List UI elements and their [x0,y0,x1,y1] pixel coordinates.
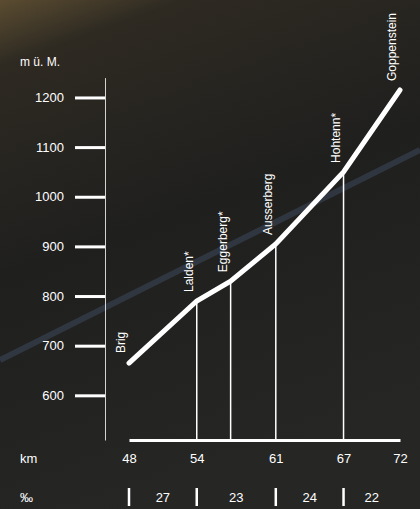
station-line [343,172,345,440]
x-axis-title: km [20,451,37,466]
gradient-separator [196,488,199,506]
x-tick-label: 54 [190,451,204,466]
station-label: Lalden* [182,251,196,292]
station-label: Brig [114,332,128,353]
plot-area [129,90,400,440]
gradient-value: 22 [365,490,379,505]
y-axis-title: m ü. M. [20,55,60,69]
x-tick: 61 [269,440,283,466]
x-tick: 72 [393,440,407,466]
x-tick: 48 [122,440,136,466]
y-tick: 700 [42,338,105,353]
y-tick: 600 [42,388,105,403]
gradient-value: 23 [229,490,243,505]
station-label: Hohtenn* [329,113,343,163]
background [0,0,420,509]
x-axis: 48 54 61 67 72 [122,440,407,466]
gradient-value: 27 [156,490,170,505]
x-tick-label: 72 [393,451,407,466]
y-tick: 800 [42,289,105,304]
x-tick: 54 [190,440,204,466]
station-line [275,244,277,440]
station-labels: Brig Lalden* Eggerberg* Ausserberg Hohtenn* G… [114,13,399,353]
x-tick: 67 [337,440,351,466]
station-line [196,301,198,440]
y-tick-label: 1100 [36,140,64,155]
gradient-title: ‰ [20,490,33,505]
y-tick-label: 1200 [35,90,64,105]
station-label: Goppenstein [385,13,399,81]
y-axis-line [105,78,106,440]
x-tick-label: 48 [122,451,136,466]
y-tick-label: 600 [42,388,64,403]
y-tick-mark [75,394,105,397]
gradient-value: 24 [302,490,316,505]
gradient-separator [128,488,131,506]
x-axis-line [130,439,401,442]
chart: 600 700 800 900 1000 1100 1200 m ü. M. 48 54 61 67 7… [0,0,420,509]
y-tick-mark [75,295,105,298]
station-line [230,281,232,440]
y-tick: 1100 [36,140,105,155]
x-tick-label: 61 [269,451,283,466]
y-tick-label: 700 [42,338,64,353]
gradient-row: 27 23 24 22 [129,488,379,506]
y-tick-mark [75,146,105,149]
station-label: Ausserberg [261,174,275,235]
gradient-separator [342,488,345,506]
y-tick-mark [75,196,105,199]
y-tick-mark [75,96,105,99]
profile-line [129,90,400,363]
gradient-separator [275,488,278,506]
y-axis: 600 700 800 900 1000 1100 1200 [35,78,105,440]
y-tick-label: 1000 [35,189,64,204]
y-tick-mark [75,245,105,248]
station-label: Eggerberg* [216,211,230,272]
y-tick-mark [75,345,105,348]
y-tick: 1000 [35,189,105,204]
y-tick-label: 800 [42,289,64,304]
y-tick: 1200 [35,90,105,105]
background-streak [0,150,420,360]
y-tick: 900 [42,239,105,254]
y-tick-label: 900 [42,239,64,254]
x-tick-label: 67 [337,451,351,466]
